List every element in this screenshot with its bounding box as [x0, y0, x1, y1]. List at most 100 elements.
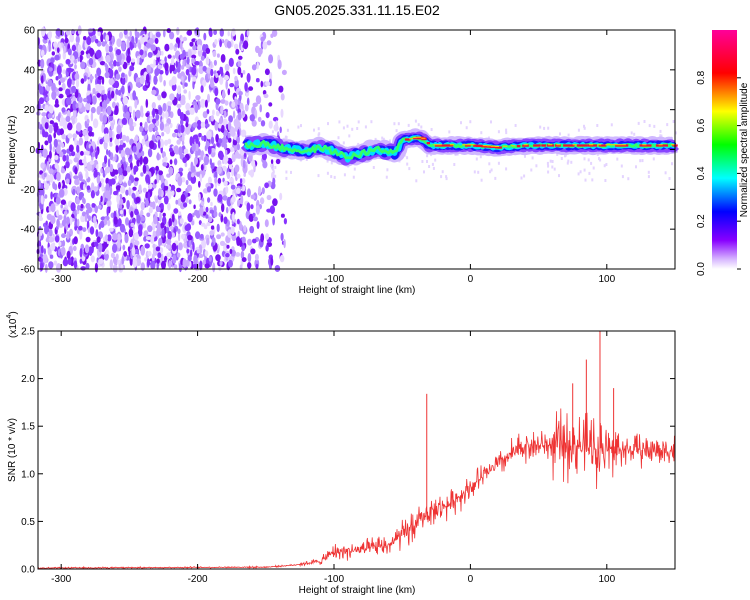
noise-cell — [79, 247, 83, 258]
noise-cell — [95, 229, 99, 238]
noise-cell — [46, 174, 50, 182]
noise-cell — [249, 169, 255, 178]
noise-cell — [99, 138, 104, 145]
noise-cell — [56, 144, 61, 155]
noise-cell — [42, 91, 48, 96]
noise-cell — [176, 66, 181, 71]
noise-cell — [188, 199, 192, 205]
faint-cell — [382, 137, 385, 141]
noise-cell — [65, 154, 69, 162]
noise-cell — [265, 244, 269, 252]
noise-cell — [224, 63, 230, 72]
noise-cell — [255, 95, 262, 105]
noise-cell — [110, 252, 115, 259]
noise-cell — [144, 257, 148, 262]
noise-cell — [100, 85, 105, 91]
noise-cell — [157, 64, 163, 69]
noise-cell — [103, 93, 108, 101]
noise-cell — [136, 152, 141, 159]
noise-cell — [210, 136, 215, 145]
noise-cell — [205, 206, 209, 213]
noise-cell — [112, 232, 118, 241]
faint-cell — [497, 130, 500, 134]
noise-cell — [260, 40, 264, 51]
noise-cell — [155, 31, 161, 38]
noise-cell — [214, 87, 219, 97]
noise-cell — [166, 173, 171, 178]
noise-cell — [225, 149, 228, 156]
noise-cell — [114, 105, 119, 116]
noise-cell — [152, 118, 157, 124]
noise-cell — [82, 129, 88, 136]
noise-cell — [72, 100, 78, 111]
noise-cell — [171, 242, 177, 252]
faint-cell — [583, 157, 586, 161]
noise-cell — [107, 219, 111, 227]
noise-cell — [129, 242, 133, 250]
noise-cell — [99, 61, 106, 66]
noise-cell — [86, 118, 90, 124]
noise-cell — [105, 34, 110, 42]
noise-cell — [37, 233, 41, 241]
faint-cell — [605, 163, 608, 166]
noise-cell — [265, 112, 270, 119]
noise-cell — [237, 61, 242, 67]
noise-cell — [198, 193, 201, 202]
faint-cell — [389, 139, 391, 143]
noise-cell — [55, 76, 59, 81]
x-tick-label: 0 — [468, 574, 474, 585]
faint-cell — [374, 137, 377, 141]
noise-cell — [67, 78, 72, 88]
noise-cell — [144, 243, 150, 249]
noise-cell — [174, 43, 179, 48]
noise-cell — [207, 93, 210, 103]
faint-cell — [570, 160, 573, 164]
noise-cell — [61, 82, 66, 91]
noise-cell — [55, 197, 61, 205]
noise-cell — [122, 170, 128, 177]
noise-cell — [73, 175, 79, 180]
noise-cell — [237, 112, 242, 121]
noise-cell — [164, 62, 169, 72]
noise-cell — [225, 80, 228, 90]
noise-cell — [189, 136, 194, 147]
noise-cell — [260, 233, 265, 243]
noise-cell — [86, 36, 92, 46]
noise-cell — [50, 243, 56, 251]
faint-cell — [426, 160, 428, 163]
noise-cell — [48, 67, 53, 72]
faint-cell — [386, 168, 389, 172]
noise-cell — [209, 230, 215, 236]
noise-cell — [201, 238, 207, 249]
noise-cell — [40, 257, 43, 262]
noise-cell — [136, 214, 141, 224]
noise-cell — [130, 58, 136, 63]
noise-cell — [272, 215, 275, 226]
noise-cell — [66, 216, 70, 225]
noise-cell — [126, 166, 131, 173]
noise-cell — [145, 197, 149, 208]
noise-cell — [64, 37, 69, 44]
noise-cell — [128, 187, 132, 196]
noise-cell — [234, 150, 240, 159]
noise-cell — [54, 235, 60, 243]
noise-cell — [212, 50, 217, 58]
noise-cell — [185, 122, 189, 128]
noise-cell — [139, 49, 144, 56]
faint-cell — [469, 120, 472, 124]
noise-cell — [132, 109, 136, 119]
noise-cell — [236, 173, 241, 179]
noise-cell — [47, 31, 52, 40]
noise-cell — [206, 130, 212, 140]
noise-cell — [246, 72, 251, 83]
noise-cell — [230, 184, 236, 190]
noise-cell — [255, 45, 260, 54]
y-tick-label: 40 — [24, 65, 36, 76]
noise-cell — [203, 224, 208, 230]
noise-cell — [38, 179, 41, 189]
noise-cell — [118, 174, 123, 185]
faint-cell — [648, 124, 651, 128]
noise-cell — [164, 56, 167, 64]
noise-cell — [280, 108, 284, 118]
noise-cell — [168, 260, 172, 269]
